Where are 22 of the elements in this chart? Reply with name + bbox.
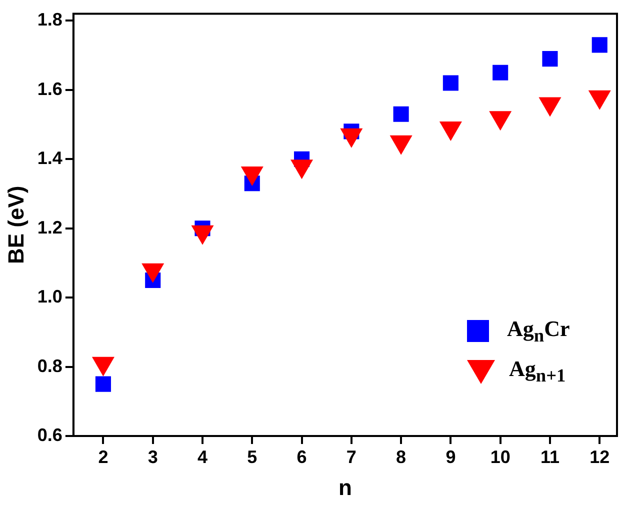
y-tick-label: 1.8 [37, 10, 62, 30]
y-tick-label: 1.6 [37, 78, 62, 99]
y-tick-label: 0.6 [37, 424, 62, 445]
x-tick-label: 8 [396, 446, 406, 467]
x-tick-label: 5 [247, 446, 258, 467]
legend-label: Ag$_{n+1}$ [509, 356, 566, 387]
x-tick-label: 9 [446, 446, 456, 467]
y-tick-label: 0.8 [37, 356, 62, 376]
y-axis-title: BE (eV) [3, 186, 28, 264]
y-tick-label: 1.4 [37, 148, 62, 168]
x-tick-label: 3 [148, 446, 158, 467]
x-tick-label: 4 [197, 446, 208, 467]
x-tick-label: 12 [590, 446, 610, 467]
x-tick-label: 6 [296, 446, 307, 467]
x-tick-label: 11 [540, 446, 560, 467]
y-tick-label: 1.2 [37, 217, 62, 238]
x-tick-label: 10 [490, 446, 510, 467]
x-axis-title: n [338, 474, 352, 500]
x-tick-label: 2 [98, 446, 108, 467]
legend-label: Ag$_{n}$Cr [507, 316, 570, 346]
x-tick-label: 7 [346, 446, 356, 467]
y-tick-label: 1.0 [37, 286, 62, 307]
